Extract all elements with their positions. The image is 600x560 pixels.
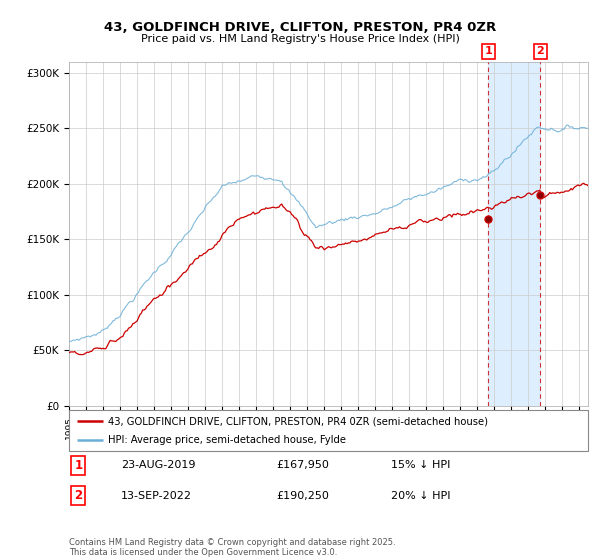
Text: 20% ↓ HPI: 20% ↓ HPI — [391, 491, 450, 501]
Text: 1: 1 — [74, 459, 82, 472]
Text: 23-AUG-2019: 23-AUG-2019 — [121, 460, 196, 470]
Text: Price paid vs. HM Land Registry's House Price Index (HPI): Price paid vs. HM Land Registry's House … — [140, 34, 460, 44]
Text: 13-SEP-2022: 13-SEP-2022 — [121, 491, 192, 501]
Text: 2: 2 — [536, 46, 544, 57]
Text: 15% ↓ HPI: 15% ↓ HPI — [391, 460, 450, 470]
Text: Contains HM Land Registry data © Crown copyright and database right 2025.
This d: Contains HM Land Registry data © Crown c… — [69, 538, 395, 557]
Text: £190,250: £190,250 — [277, 491, 329, 501]
Text: 1: 1 — [485, 46, 492, 57]
Text: 43, GOLDFINCH DRIVE, CLIFTON, PRESTON, PR4 0ZR: 43, GOLDFINCH DRIVE, CLIFTON, PRESTON, P… — [104, 21, 496, 34]
Text: 43, GOLDFINCH DRIVE, CLIFTON, PRESTON, PR4 0ZR (semi-detached house): 43, GOLDFINCH DRIVE, CLIFTON, PRESTON, P… — [108, 417, 488, 426]
FancyBboxPatch shape — [69, 410, 588, 451]
Text: 2: 2 — [74, 489, 82, 502]
Text: HPI: Average price, semi-detached house, Fylde: HPI: Average price, semi-detached house,… — [108, 435, 346, 445]
Text: £167,950: £167,950 — [277, 460, 329, 470]
Bar — [488, 62, 541, 406]
